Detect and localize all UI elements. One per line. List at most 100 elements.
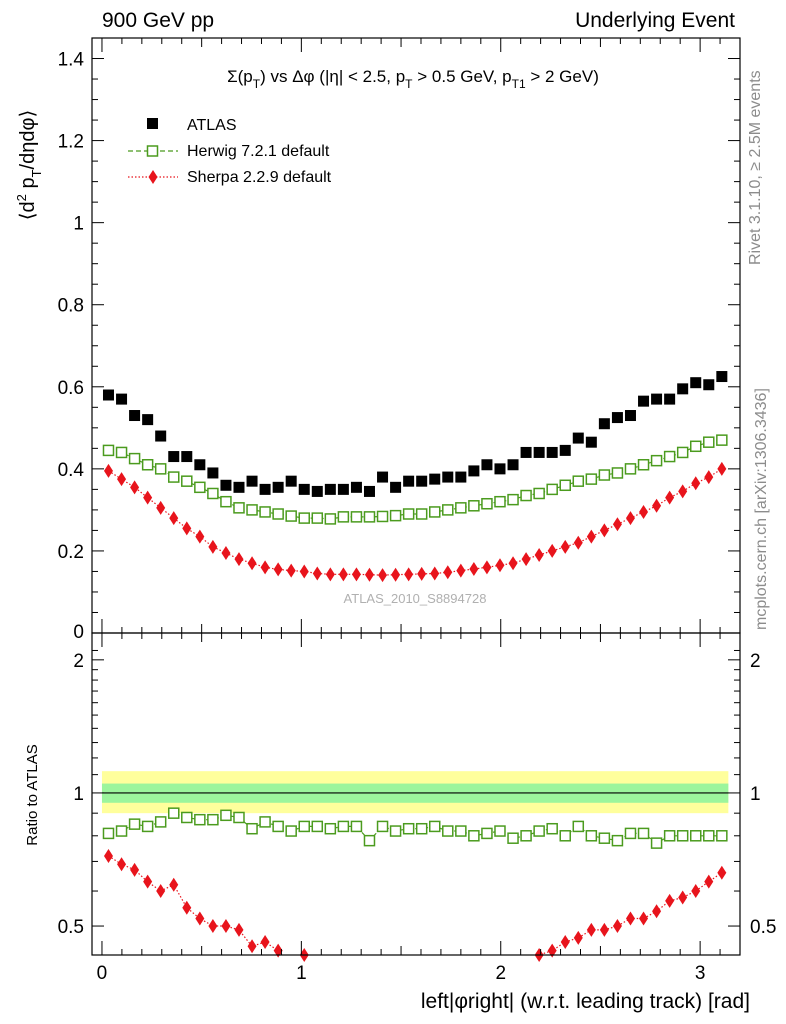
herwig-point [716,434,728,446]
ylabel-part-c: /dηdφ⟩ [17,110,39,170]
sherpa-point [417,566,427,581]
sherpa-point [247,556,257,571]
herwig-point [207,487,219,500]
sherpa-point [665,490,675,505]
sherpa-point [717,865,727,880]
herwig-point [376,510,389,523]
atlas-point [520,446,532,458]
ratio-band [101,771,729,814]
atlas-point [507,459,519,471]
herwig-point [546,822,558,835]
sherpa-point [625,911,635,926]
herwig-point [689,440,702,453]
sherpa-point [182,900,192,915]
herwig-point [233,502,245,514]
herwig-point [689,830,702,842]
ratio-y-tick-label: 1 [73,784,84,805]
atlas-point [207,467,219,479]
herwig-point [415,822,428,835]
ratio-series-layer [102,807,728,962]
title-part-c: > 0.5 GeV, p [413,67,512,86]
herwig-point [402,822,415,835]
sherpa-point [273,562,283,577]
sherpa-point [103,849,113,864]
title-sub-c: T1 [512,77,526,91]
sherpa-point [117,472,127,487]
atlas-point [194,459,206,471]
sherpa-point [456,563,466,578]
herwig-point [337,511,350,523]
title-sub-b: T [405,77,413,91]
y-tick-label: 0.6 [58,378,84,399]
herwig-point [559,830,571,842]
sherpa-point [351,567,361,582]
herwig-point [494,825,506,837]
y-tick-label-zero: 0 [73,622,84,643]
y-tick-label: 0.4 [58,460,85,481]
herwig-point [194,481,206,494]
herwig-point [533,487,545,500]
herwig-point [676,830,689,842]
herwig-point [272,508,284,520]
herwig-point [494,495,506,508]
main-y-axis-label: ⟨d2 pT/dηdφ⟩ [14,110,44,221]
herwig-point [428,820,441,833]
ratio-y-tick-label-right: 1 [750,784,761,805]
atlas-point [559,444,571,456]
sherpa-point [169,877,179,892]
atlas-point [429,473,441,485]
atlas-point [664,393,676,405]
atlas-point [324,483,336,495]
atlas-point [363,485,375,497]
herwig-point [455,502,467,514]
herwig-point [181,475,193,487]
herwig-point [233,811,245,824]
y-tick-label: 0.8 [58,296,84,317]
sherpa-point [195,529,205,544]
sherpa-point [260,935,270,950]
herwig-point [363,834,376,847]
legend-herwig-label: Herwig 7.2.1 default [187,143,330,160]
atlas-point [233,481,245,493]
herwig-point [468,500,480,512]
herwig-point [676,446,689,459]
herwig-point [585,830,598,842]
y-tick-label: 1.4 [58,50,85,71]
legend-atlas-label: ATLAS [187,117,237,134]
herwig-line [108,439,722,520]
atlas-point [390,481,402,493]
legend-atlas-marker [147,118,158,129]
herwig-point [507,832,519,844]
sherpa-point [573,930,583,945]
ratio-y-axis-label: Ratio to ATLAS [24,744,41,845]
sherpa-point [625,511,635,526]
herwig-point [272,820,284,833]
legend: ATLAS Herwig 7.2.1 default Sherpa 2.2.9 … [128,117,332,186]
sherpa-point [156,884,166,899]
sherpa-point [612,517,622,532]
title-part-d: > 2 GeV) [526,67,599,86]
sherpa-point [534,548,544,563]
sherpa-point [639,911,649,926]
sherpa-point [691,476,701,491]
sherpa-point [404,567,414,582]
herwig-point [181,811,193,824]
herwig-point [650,454,663,467]
legend-entry-atlas: ATLAS [147,117,237,134]
herwig-point [207,813,219,826]
herwig-point [246,504,258,516]
sherpa-point [143,874,153,889]
herwig-point [259,816,271,828]
herwig-point [637,827,650,840]
rivet-label: Rivet 3.1.10, ≥ 2.5M events [747,70,764,265]
main-axes: 0.2 0.4 0.6 0.8 1 1.2 1.4 0 [58,37,741,643]
herwig-point [481,827,493,840]
sherpa-point [208,919,218,934]
atlas-point [142,414,154,426]
herwig-point [167,807,180,819]
sherpa-point [234,922,244,937]
atlas-point [677,383,689,395]
sherpa-point [156,500,166,515]
herwig-point [324,513,337,525]
